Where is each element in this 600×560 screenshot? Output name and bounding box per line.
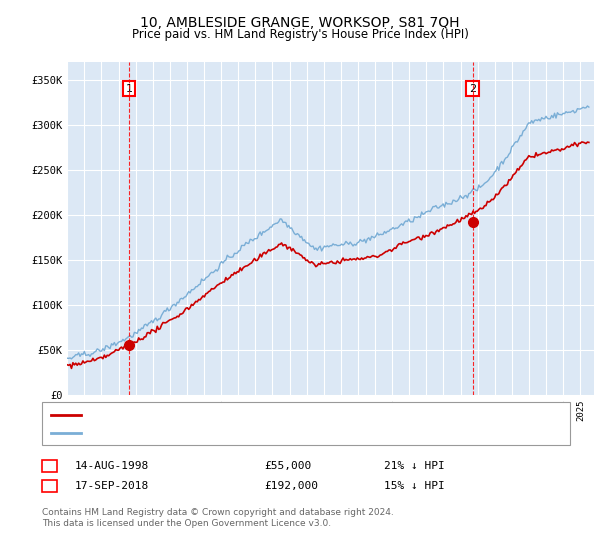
Text: Price paid vs. HM Land Registry's House Price Index (HPI): Price paid vs. HM Land Registry's House … [131,28,469,41]
Text: 10, AMBLESIDE GRANGE, WORKSOP, S81 7QH: 10, AMBLESIDE GRANGE, WORKSOP, S81 7QH [140,16,460,30]
Text: 2: 2 [469,83,476,94]
Text: 21% ↓ HPI: 21% ↓ HPI [384,461,445,471]
Text: 14-AUG-1998: 14-AUG-1998 [74,461,149,471]
Text: 1: 1 [46,461,53,471]
Text: HPI: Average price, detached house, Bassetlaw: HPI: Average price, detached house, Bass… [87,428,357,438]
Text: 17-SEP-2018: 17-SEP-2018 [74,481,149,491]
Text: 2: 2 [46,481,53,491]
Text: 10, AMBLESIDE GRANGE, WORKSOP, S81 7QH (detached house): 10, AMBLESIDE GRANGE, WORKSOP, S81 7QH (… [87,410,417,421]
Text: £55,000: £55,000 [264,461,311,471]
Text: Contains HM Land Registry data © Crown copyright and database right 2024.
This d: Contains HM Land Registry data © Crown c… [42,508,394,528]
Text: 15% ↓ HPI: 15% ↓ HPI [384,481,445,491]
Text: £192,000: £192,000 [264,481,318,491]
Text: 1: 1 [125,83,133,94]
